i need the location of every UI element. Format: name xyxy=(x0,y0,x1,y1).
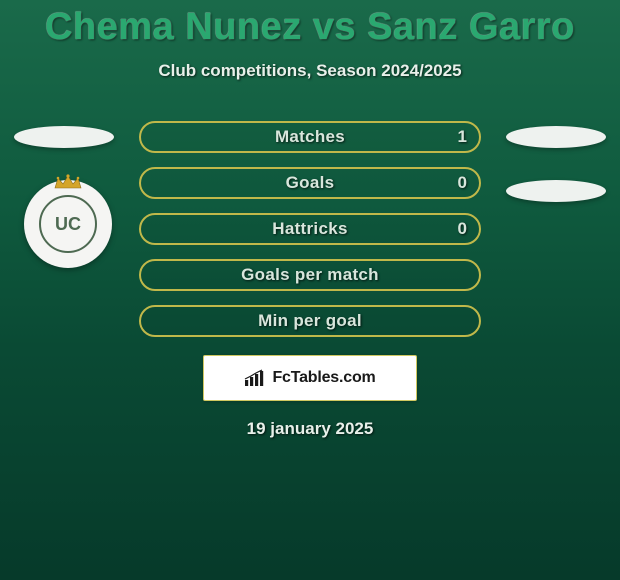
bar-chart-icon xyxy=(244,369,266,387)
fctables-logo-box: FcTables.com xyxy=(203,355,417,401)
stat-label: Min per goal xyxy=(258,311,362,331)
comparison-infographic: Chema Nunez vs Sanz Garro Club competiti… xyxy=(0,0,620,580)
stat-label: Goals xyxy=(286,173,335,193)
stat-value-right: 0 xyxy=(458,173,467,193)
stat-label: Matches xyxy=(275,127,345,147)
stat-value-right: 1 xyxy=(458,127,467,147)
snapshot-date: 19 january 2025 xyxy=(0,419,620,439)
stat-row-goals: Goals 0 xyxy=(139,167,481,199)
player-left-club-badge: UC xyxy=(24,180,112,268)
club-badge-monogram: UC xyxy=(55,216,81,232)
club-badge-ring: UC xyxy=(39,195,97,253)
page-title: Chema Nunez vs Sanz Garro xyxy=(0,0,620,49)
stat-row-hattricks: Hattricks 0 xyxy=(139,213,481,245)
stat-row-min-per-goal: Min per goal xyxy=(139,305,481,337)
crown-icon xyxy=(53,174,83,190)
page-subtitle: Club competitions, Season 2024/2025 xyxy=(0,61,620,81)
stat-row-goals-per-match: Goals per match xyxy=(139,259,481,291)
player-left-photo-placeholder xyxy=(14,126,114,148)
stat-row-matches: Matches 1 xyxy=(139,121,481,153)
stat-label: Goals per match xyxy=(241,265,379,285)
fctables-logo-text: FcTables.com xyxy=(272,369,375,387)
club-badge-circle: UC xyxy=(24,180,112,268)
player-right-photo-placeholder xyxy=(506,126,606,148)
player-right-club-placeholder xyxy=(506,180,606,202)
stat-value-right: 0 xyxy=(458,219,467,239)
stat-label: Hattricks xyxy=(272,219,347,239)
